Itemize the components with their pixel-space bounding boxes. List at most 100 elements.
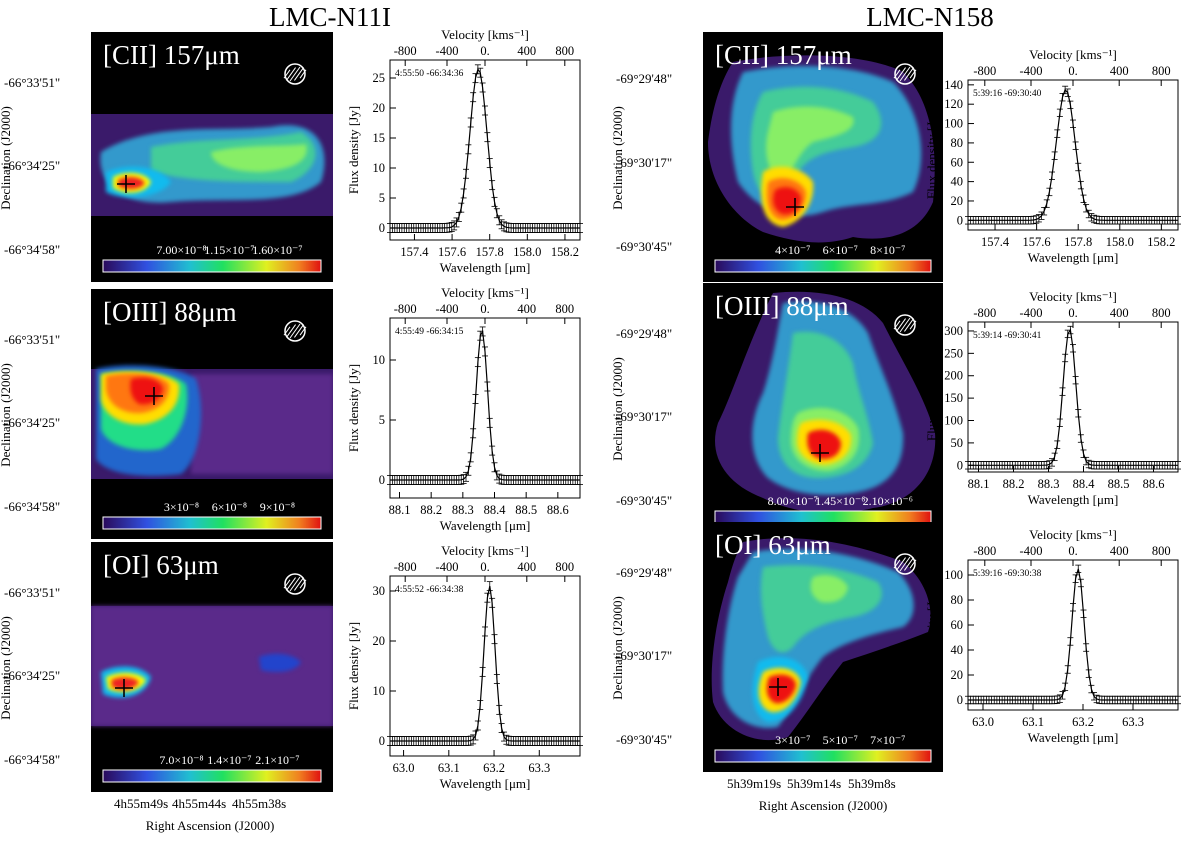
map-r3: [OI] 63μm 3×10⁻⁷ 5×10⁻⁷ 7×10⁻⁷ (703, 522, 943, 772)
colorbar-tick-label: 1.60×10⁻⁷ (252, 243, 302, 257)
spectrum-l3: 63.0 63.1 63.2 63.3 0 10 20 30 -800 -400 0. 400 800 V… (346, 543, 583, 791)
colorbar-tick-label: 6×10⁻⁷ (823, 243, 858, 257)
velocity-tick-label: 400 (1110, 544, 1129, 558)
beam-hatch (896, 557, 906, 571)
beam-hatch (283, 579, 291, 589)
spectrum-coordinate-label: 4:55:50 -66:34:36 (395, 69, 464, 79)
y-tick-label: 0 (379, 221, 385, 235)
x-tick-label: 88.2 (420, 503, 442, 517)
map-line-label: [CII] 157μm (715, 40, 852, 70)
declination-tick-label: -66°34'25" (4, 158, 61, 173)
colorbar (102, 516, 322, 530)
beam-hatch (909, 320, 917, 330)
y-tick-label: 40 (951, 643, 964, 657)
map-line-label: [CII] 157μm (103, 40, 240, 70)
colorbar-tick-label: 1.4×10⁻⁷ (207, 753, 251, 767)
velocity-tick-label: -800 (973, 306, 996, 320)
colorbar-tick-label: 4×10⁻⁷ (775, 243, 810, 257)
beam-icon (284, 573, 306, 595)
y-tick-label: 10 (373, 161, 386, 175)
declination-tick-label: -69°29'48" (616, 565, 673, 580)
map-line-label: [OIII] 88μm (103, 297, 237, 327)
ra-tick-label-left: 4h55m38s (232, 796, 287, 811)
y-tick-label: 300 (944, 324, 963, 338)
colorbar-tick-label: 6×10⁻⁸ (212, 500, 247, 514)
y-tick-label: 20 (373, 101, 386, 115)
y-tick-label: 250 (944, 346, 963, 360)
y-tick-label: 80 (951, 136, 964, 150)
x-tick-label: 63.1 (1022, 715, 1044, 729)
colorbar (102, 769, 322, 783)
beam-hatch (904, 67, 914, 81)
map-l2: [OIII] 88μm 3×10⁻⁸ 6×10⁻⁸ 9×10⁻⁸ (91, 289, 333, 539)
spectrum-r3: 63.0 63.1 63.2 63.3 0 20 40 60 80 100 -800 -400 0. 40… (924, 527, 1181, 745)
velocity-axis-title: Velocity [kms⁻¹] (441, 543, 529, 558)
beam-hatch (904, 557, 914, 571)
map-contour-level (259, 653, 301, 672)
colorbar-tick-label: 7×10⁻⁷ (870, 733, 905, 747)
column-title-left: LMC-N11I (269, 2, 391, 32)
spectrum-line (390, 585, 580, 742)
spectrum-coordinate-label: 5:39:16 -69:30:40 (973, 89, 1042, 99)
velocity-axis-title: Velocity [kms⁻¹] (441, 27, 529, 42)
beam-hatch (899, 556, 911, 572)
velocity-tick-label: -800 (394, 560, 417, 574)
spectrum-l1: 157.4 157.6 157.8 158.0 158.2 0 5 10 15 20 25 -800 -… (346, 27, 583, 275)
velocity-tick-label: 800 (555, 560, 574, 574)
ra-axis-title-right: Right Ascension (J2000) (758, 798, 888, 813)
velocity-tick-label: -400 (436, 44, 459, 58)
spectrum-coordinate-label: 5:39:16 -69:30:38 (973, 569, 1042, 579)
velocity-tick-label: 0. (480, 560, 489, 574)
column-title-right: LMC-N158 (866, 2, 994, 32)
spectrum-frame (389, 317, 581, 499)
declination-tick-label: -69°30'45" (616, 239, 673, 254)
beam-icon (284, 320, 306, 342)
x-tick-label: 88.3 (1038, 477, 1060, 491)
y-tick-label: 40 (951, 175, 964, 189)
map-line-label: [OI] 63μm (103, 550, 219, 580)
y-tick-label: 100 (944, 568, 963, 582)
spectrum-frame (389, 575, 581, 757)
spectrum-coordinate-label: 4:55:52 -66:34:38 (395, 585, 464, 595)
map-l1: [CII] 157μm 7.00×10⁻⁸1.15×10⁻⁷1.60×10⁻⁷ (91, 32, 333, 282)
flux-axis-title: Flux density [Jy] (924, 591, 939, 679)
beam-hatch (299, 69, 307, 79)
flux-axis-title: Flux density [Jy] (924, 111, 939, 199)
velocity-tick-label: 400 (517, 302, 536, 316)
beam-icon (894, 314, 916, 336)
map-line-label: [OI] 63μm (715, 530, 831, 560)
map-contour-level (766, 674, 796, 704)
velocity-tick-label: 0. (1068, 544, 1077, 558)
ra-tick-label-right: 5h39m14s (787, 776, 842, 791)
declination-tick-label: -66°34'58" (4, 752, 61, 767)
velocity-tick-label: 800 (555, 302, 574, 316)
y-tick-label: 120 (944, 97, 963, 111)
y-tick-label: 20 (373, 634, 386, 648)
velocity-tick-label: 400 (1110, 64, 1129, 78)
beam-icon (894, 63, 916, 85)
y-tick-label: 0 (379, 734, 385, 748)
colorbar-tick-label: 2.10×10⁻⁶ (863, 494, 913, 508)
ra-tick-label-right: 5h39m8s (848, 776, 896, 791)
wavelength-axis-title: Wavelength [μm] (440, 260, 531, 275)
velocity-tick-label: 400 (517, 44, 536, 58)
map-contour-level (118, 176, 145, 190)
y-tick-label: 0 (379, 473, 385, 487)
velocity-axis-title: Velocity [kms⁻¹] (1029, 527, 1117, 542)
y-tick-label: 80 (951, 593, 964, 607)
declination-axis-title: Declination (J2000) (0, 106, 13, 210)
x-tick-label: 88.6 (1143, 477, 1165, 491)
velocity-tick-label: -400 (436, 560, 459, 574)
beam-hatch (893, 69, 901, 79)
colorbar (714, 259, 932, 273)
y-tick-label: 0 (957, 213, 963, 227)
velocity-tick-label: 0. (480, 44, 489, 58)
velocity-tick-label: 0. (480, 302, 489, 316)
y-tick-label: 60 (951, 155, 964, 169)
velocity-tick-label: -800 (394, 302, 417, 316)
beam-hatch (289, 576, 301, 592)
wavelength-axis-title: Wavelength [μm] (1028, 492, 1119, 507)
colorbar-tick-label: 8.00×10⁻⁷ (768, 494, 818, 508)
y-tick-label: 5 (379, 413, 385, 427)
wavelength-axis-title: Wavelength [μm] (440, 518, 531, 533)
